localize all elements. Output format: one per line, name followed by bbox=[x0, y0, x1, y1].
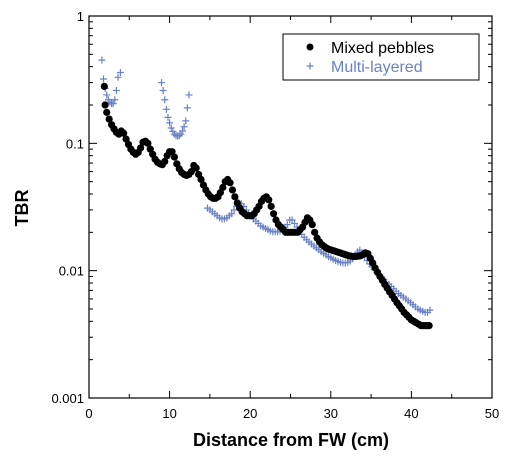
y-tick-label: 0.01 bbox=[59, 264, 84, 279]
x-tick-label: 50 bbox=[485, 406, 499, 421]
data-point bbox=[183, 104, 191, 112]
data-point bbox=[162, 105, 170, 113]
y-tick-label: 0.001 bbox=[51, 391, 84, 406]
data-point bbox=[283, 221, 291, 229]
x-tick-label: 10 bbox=[162, 406, 176, 421]
data-point bbox=[105, 115, 113, 123]
data-point bbox=[228, 210, 236, 218]
data-point bbox=[116, 68, 124, 76]
x-axis-title: Distance from FW (cm) bbox=[193, 430, 389, 450]
series-mixed-pebbles bbox=[100, 82, 433, 330]
data-point bbox=[426, 306, 434, 314]
x-tick-label: 0 bbox=[85, 406, 92, 421]
data-point bbox=[178, 127, 186, 135]
data-point bbox=[291, 219, 299, 227]
data-point bbox=[182, 117, 190, 125]
data-point bbox=[159, 86, 167, 94]
data-point bbox=[170, 153, 179, 161]
data-points bbox=[98, 56, 434, 330]
data-point bbox=[197, 175, 205, 184]
data-point bbox=[192, 164, 200, 172]
data-point bbox=[112, 86, 120, 94]
data-point bbox=[100, 82, 108, 90]
y-tick-label: 1 bbox=[77, 9, 84, 24]
data-point bbox=[226, 179, 234, 187]
legend: Mixed pebbles Multi-layered bbox=[282, 33, 480, 81]
legend-box bbox=[282, 33, 480, 81]
data-point bbox=[185, 91, 193, 99]
data-point bbox=[100, 75, 108, 83]
data-point bbox=[158, 79, 166, 87]
x-tick-label: 20 bbox=[243, 406, 257, 421]
data-point bbox=[122, 135, 130, 143]
data-point bbox=[311, 228, 319, 236]
legend-plus-marker bbox=[306, 62, 314, 70]
data-point bbox=[120, 129, 128, 137]
x-tick-label: 30 bbox=[324, 406, 338, 421]
data-point bbox=[161, 96, 169, 104]
x-tick-label: 40 bbox=[404, 406, 418, 421]
data-point bbox=[175, 132, 183, 140]
data-point bbox=[106, 98, 114, 106]
data-point bbox=[230, 206, 238, 214]
data-point bbox=[111, 96, 119, 104]
data-point bbox=[228, 186, 237, 194]
data-point bbox=[231, 193, 239, 201]
data-point bbox=[144, 139, 152, 147]
data-point bbox=[114, 73, 122, 81]
data-point bbox=[166, 119, 174, 127]
data-point bbox=[98, 56, 106, 64]
data-point bbox=[101, 101, 109, 109]
data-point bbox=[168, 148, 176, 156]
data-point bbox=[269, 210, 278, 218]
data-point bbox=[267, 202, 275, 210]
data-point bbox=[164, 113, 172, 121]
data-point bbox=[167, 124, 175, 132]
data-point bbox=[425, 322, 433, 330]
data-point bbox=[103, 91, 111, 99]
y-axis-title: TBR bbox=[12, 190, 32, 227]
data-point bbox=[161, 157, 169, 166]
data-point bbox=[308, 221, 316, 229]
data-point bbox=[180, 123, 188, 131]
data-point bbox=[136, 144, 145, 152]
data-point bbox=[219, 183, 227, 192]
legend-marker-multi-layered bbox=[306, 62, 314, 70]
data-point bbox=[109, 100, 117, 108]
axis-ticks: 0 10 20 30 40 50 0.001 0.01 0.1 1 bbox=[51, 9, 499, 421]
legend-marker-mixed-pebbles bbox=[306, 43, 314, 51]
legend-label-multi-layered: Multi-layered bbox=[331, 59, 423, 76]
data-point bbox=[177, 130, 185, 138]
legend-label-mixed-pebbles: Mixed pebbles bbox=[331, 40, 434, 57]
data-point bbox=[265, 196, 273, 204]
y-tick-label: 0.1 bbox=[66, 136, 84, 151]
data-point bbox=[103, 108, 111, 116]
